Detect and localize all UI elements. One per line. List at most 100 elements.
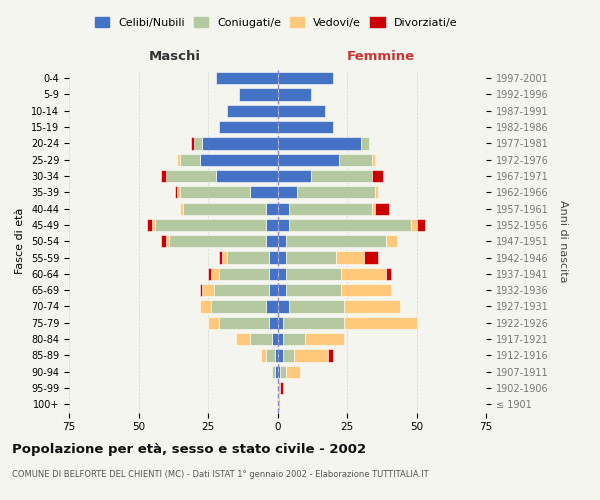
Bar <box>217 170 277 182</box>
Bar <box>169 235 266 248</box>
Bar <box>277 382 280 394</box>
Bar <box>294 350 328 362</box>
Bar <box>328 350 333 362</box>
Bar <box>208 316 219 329</box>
Bar <box>219 316 269 329</box>
Bar <box>266 219 277 231</box>
Bar <box>147 219 152 231</box>
Bar <box>200 300 211 312</box>
Bar <box>344 300 400 312</box>
Bar <box>344 316 416 329</box>
Bar <box>277 121 333 133</box>
Bar <box>175 186 178 198</box>
Bar <box>286 252 336 264</box>
Bar <box>239 88 277 101</box>
Bar <box>277 138 361 149</box>
Bar <box>277 284 286 296</box>
Bar <box>269 284 277 296</box>
Bar <box>202 284 214 296</box>
Bar <box>211 300 266 312</box>
Legend: Celibi/Nubili, Coniugati/e, Vedovi/e, Divorziati/e: Celibi/Nubili, Coniugati/e, Vedovi/e, Di… <box>91 13 461 32</box>
Bar <box>277 300 289 312</box>
Bar <box>261 350 266 362</box>
Bar <box>277 88 311 101</box>
Bar <box>341 268 386 280</box>
Bar <box>286 366 300 378</box>
Bar <box>183 202 266 214</box>
Bar <box>277 154 338 166</box>
Bar <box>194 138 202 149</box>
Bar <box>178 154 180 166</box>
Bar <box>266 300 277 312</box>
Bar <box>283 350 294 362</box>
Bar <box>411 219 416 231</box>
Bar <box>289 300 344 312</box>
Text: Maschi: Maschi <box>149 50 200 62</box>
Bar <box>219 268 269 280</box>
Bar <box>180 154 200 166</box>
Bar <box>269 268 277 280</box>
Bar <box>372 154 375 166</box>
Bar <box>155 219 266 231</box>
Bar <box>277 316 283 329</box>
Bar <box>280 366 286 378</box>
Bar <box>269 316 277 329</box>
Bar <box>208 268 211 280</box>
Bar <box>217 72 277 85</box>
Bar <box>386 268 391 280</box>
Bar <box>277 219 289 231</box>
Bar <box>283 316 344 329</box>
Bar <box>341 284 391 296</box>
Bar <box>283 333 305 345</box>
Bar <box>277 398 280 410</box>
Bar <box>375 186 377 198</box>
Text: COMUNE DI BELFORTE DEL CHIENTI (MC) - Dati ISTAT 1° gennaio 2002 - Elaborazione : COMUNE DI BELFORTE DEL CHIENTI (MC) - Da… <box>12 470 428 479</box>
Bar <box>200 154 277 166</box>
Y-axis label: Fasce di età: Fasce di età <box>16 208 25 274</box>
Bar <box>200 284 202 296</box>
Bar <box>222 252 227 264</box>
Bar <box>250 186 277 198</box>
Bar <box>211 268 219 280</box>
Bar <box>336 252 364 264</box>
Bar <box>166 170 217 182</box>
Bar <box>286 284 341 296</box>
Y-axis label: Anni di nascita: Anni di nascita <box>558 200 568 282</box>
Text: Popolazione per età, sesso e stato civile - 2002: Popolazione per età, sesso e stato civil… <box>12 442 366 456</box>
Bar <box>286 235 386 248</box>
Bar <box>277 202 289 214</box>
Bar <box>375 202 389 214</box>
Bar <box>416 219 425 231</box>
Bar <box>161 235 166 248</box>
Bar <box>311 170 372 182</box>
Bar <box>272 366 275 378</box>
Bar <box>219 121 277 133</box>
Bar <box>277 235 286 248</box>
Bar <box>289 219 411 231</box>
Bar <box>180 186 250 198</box>
Bar <box>277 252 286 264</box>
Bar <box>166 235 169 248</box>
Bar <box>277 333 283 345</box>
Bar <box>372 202 375 214</box>
Bar <box>297 186 375 198</box>
Bar <box>280 382 283 394</box>
Bar <box>202 138 277 149</box>
Bar <box>178 186 180 198</box>
Bar <box>214 284 269 296</box>
Bar <box>364 252 377 264</box>
Bar <box>277 170 311 182</box>
Bar <box>266 350 275 362</box>
Bar <box>236 333 250 345</box>
Bar <box>219 252 222 264</box>
Text: Femmine: Femmine <box>346 50 415 62</box>
Bar <box>277 366 280 378</box>
Bar <box>250 333 272 345</box>
Bar <box>277 72 333 85</box>
Bar <box>305 333 344 345</box>
Bar <box>191 138 194 149</box>
Bar <box>361 138 369 149</box>
Bar <box>180 202 183 214</box>
Bar <box>227 104 277 117</box>
Bar <box>272 333 277 345</box>
